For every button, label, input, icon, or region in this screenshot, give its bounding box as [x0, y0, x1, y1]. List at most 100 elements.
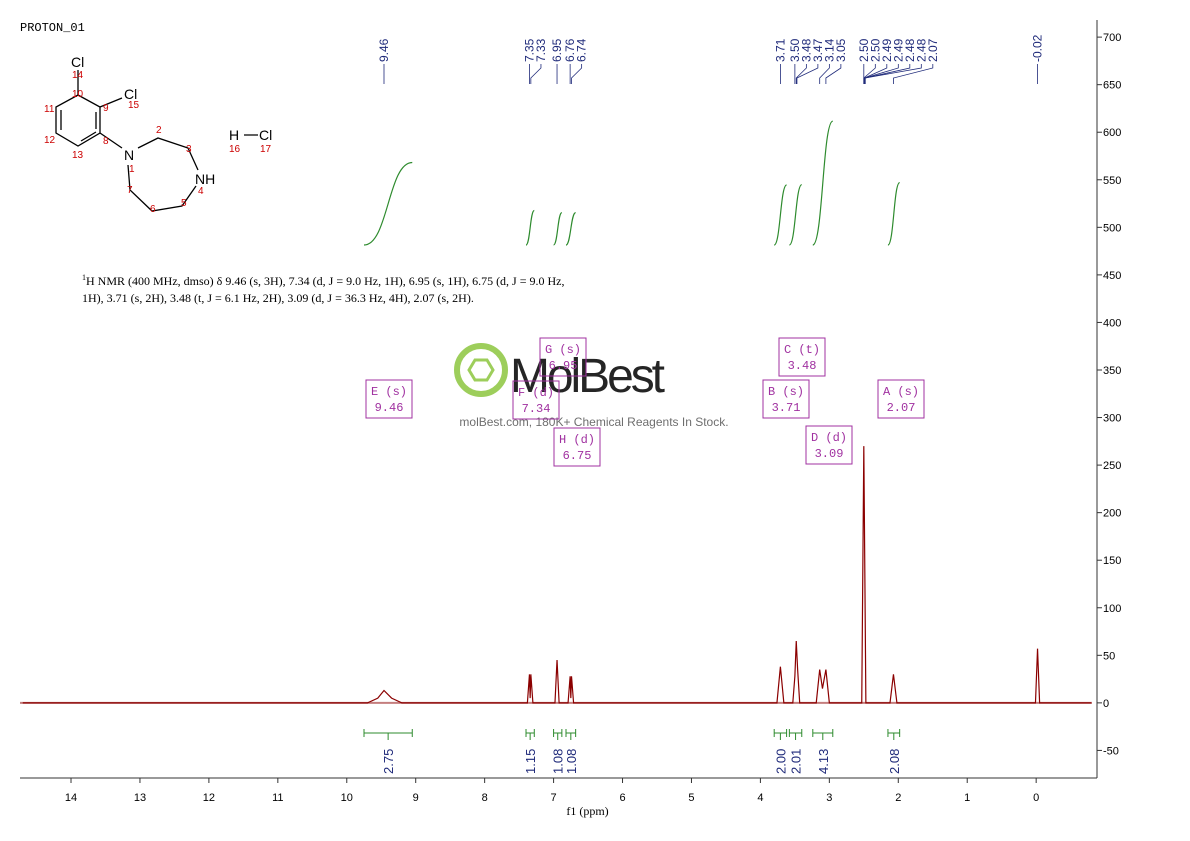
description-line: H NMR (400 MHz, dmso) δ 9.46 (s, 3H), 7.… [86, 274, 565, 288]
integral-curve [525, 209, 535, 246]
logo-ring [454, 343, 508, 397]
integral-bracket [773, 729, 788, 740]
multiplet-box [805, 425, 853, 465]
y-tick-label: 700 [1103, 32, 1121, 44]
multiplet-label: A (s) [883, 385, 919, 399]
atom-number: 14 [72, 70, 84, 81]
y-tick-label: 450 [1103, 270, 1121, 282]
y-tick-label: 600 [1103, 127, 1121, 139]
peak-label: 9.46 [377, 38, 391, 62]
integral-curve [812, 120, 834, 246]
multiplet-shift: 2.07 [887, 401, 916, 415]
tagline: molBest.com, 180K+ Chemical Reagents In … [459, 415, 728, 429]
atom-number: 2 [156, 125, 162, 136]
integral-label: 2.01 [789, 749, 804, 774]
logo-hex [467, 358, 495, 382]
atom-number: 4 [198, 186, 204, 197]
y-tick-label: 250 [1103, 460, 1121, 472]
integral-bracket [525, 729, 535, 740]
x-tick-label: 7 [551, 792, 557, 804]
atom: Cl [259, 127, 272, 143]
peak-pointer [530, 64, 542, 84]
multiplet-label: C (t) [784, 343, 820, 357]
multiplet-box [365, 379, 413, 419]
peak-pointer [795, 64, 807, 84]
superscript: 1 [82, 273, 86, 282]
peak-label: 2.07 [926, 38, 940, 62]
atom: Cl [71, 54, 84, 70]
x-tick-label: 10 [341, 792, 353, 804]
peak-label: 7.35 [522, 38, 536, 62]
integral-curve [788, 184, 803, 246]
integral-label: 1.08 [551, 749, 566, 774]
multiplet-shift: 6.95 [549, 359, 578, 373]
spectrum [22, 446, 1092, 704]
peak-label: 7.33 [534, 38, 548, 62]
peak-label: 2.48 [914, 38, 928, 62]
y-tick-label: 650 [1103, 80, 1121, 92]
description-line: 1H), 3.71 (s, 2H), 3.48 (t, J = 6.1 Hz, … [82, 291, 474, 305]
integral-curve [552, 212, 563, 246]
multiplet-shift: 3.71 [772, 401, 801, 415]
peak-label: 3.71 [773, 38, 787, 62]
atom: H [229, 127, 239, 143]
integral-curve [363, 161, 413, 246]
y-tick-label: 150 [1103, 555, 1121, 567]
integral-bracket [788, 729, 803, 740]
multiplet-label: H (d) [559, 433, 595, 447]
peak-pointer [571, 64, 583, 84]
atom-number: 11 [44, 104, 55, 115]
peak-label: 3.05 [834, 38, 848, 62]
multiplet-label: G (s) [545, 343, 581, 357]
multiplet-shift: 9.46 [375, 401, 404, 415]
integral-bracket [363, 729, 413, 740]
multiplet-shift: 3.48 [788, 359, 817, 373]
nmr-description: 1H NMR (400 MHz, dmso) δ 9.46 (s, 3H), 7… [82, 273, 565, 288]
atom: Cl [124, 86, 137, 102]
integral-label: 1.15 [523, 749, 538, 774]
x-tick-label: 3 [826, 792, 832, 804]
multiplet-box [553, 427, 601, 467]
integral-bracket [812, 729, 834, 740]
x-tick-label: 0 [1033, 792, 1039, 804]
y-tick-label: 50 [1103, 650, 1115, 662]
y-tick-label: -50 [1103, 745, 1119, 757]
peak-label: 3.48 [799, 38, 813, 62]
multiplet-box [512, 380, 560, 420]
peak-pointer [819, 64, 830, 84]
peak-label: 6.74 [575, 38, 589, 62]
multiplet-box [877, 379, 925, 419]
x-tick-label: 12 [203, 792, 215, 804]
peak-label: 2.49 [880, 38, 894, 62]
watermark: MolBest molBest.com, 180K+ Chemical Reag… [454, 343, 729, 429]
atom-number: 13 [72, 150, 84, 161]
peak-label: 2.48 [903, 38, 917, 62]
atom-number: 1 [129, 164, 135, 175]
x-tick-label: 9 [413, 792, 419, 804]
atom-number: 8 [103, 136, 109, 147]
peak-label: 6.76 [563, 38, 577, 62]
peak-pointer [864, 64, 922, 84]
peak-label: 6.95 [550, 38, 564, 62]
integral-label: 2.00 [773, 749, 788, 774]
y-tick-label: 100 [1103, 603, 1121, 615]
integral-curve [773, 184, 788, 246]
atom: N [124, 147, 134, 163]
peak-pointer [863, 64, 876, 84]
multiplet-box [539, 337, 587, 377]
multiplet-shift: 7.34 [522, 402, 551, 416]
multiplet-box [778, 337, 826, 377]
multiplet-label: F (d) [518, 386, 554, 400]
multiplet-box [762, 379, 810, 419]
bonds [55, 70, 258, 212]
multiplet-label: D (d) [811, 431, 847, 445]
atom-number: 16 [229, 144, 241, 155]
x-tick-label: 8 [482, 792, 488, 804]
integral-curve [887, 182, 901, 246]
y-tick-label: 0 [1103, 698, 1109, 710]
integral-bracket [565, 729, 577, 740]
multiplet-shift: 6.75 [563, 449, 592, 463]
peak-label: 3.47 [811, 38, 825, 62]
peak-pointer [796, 64, 819, 84]
